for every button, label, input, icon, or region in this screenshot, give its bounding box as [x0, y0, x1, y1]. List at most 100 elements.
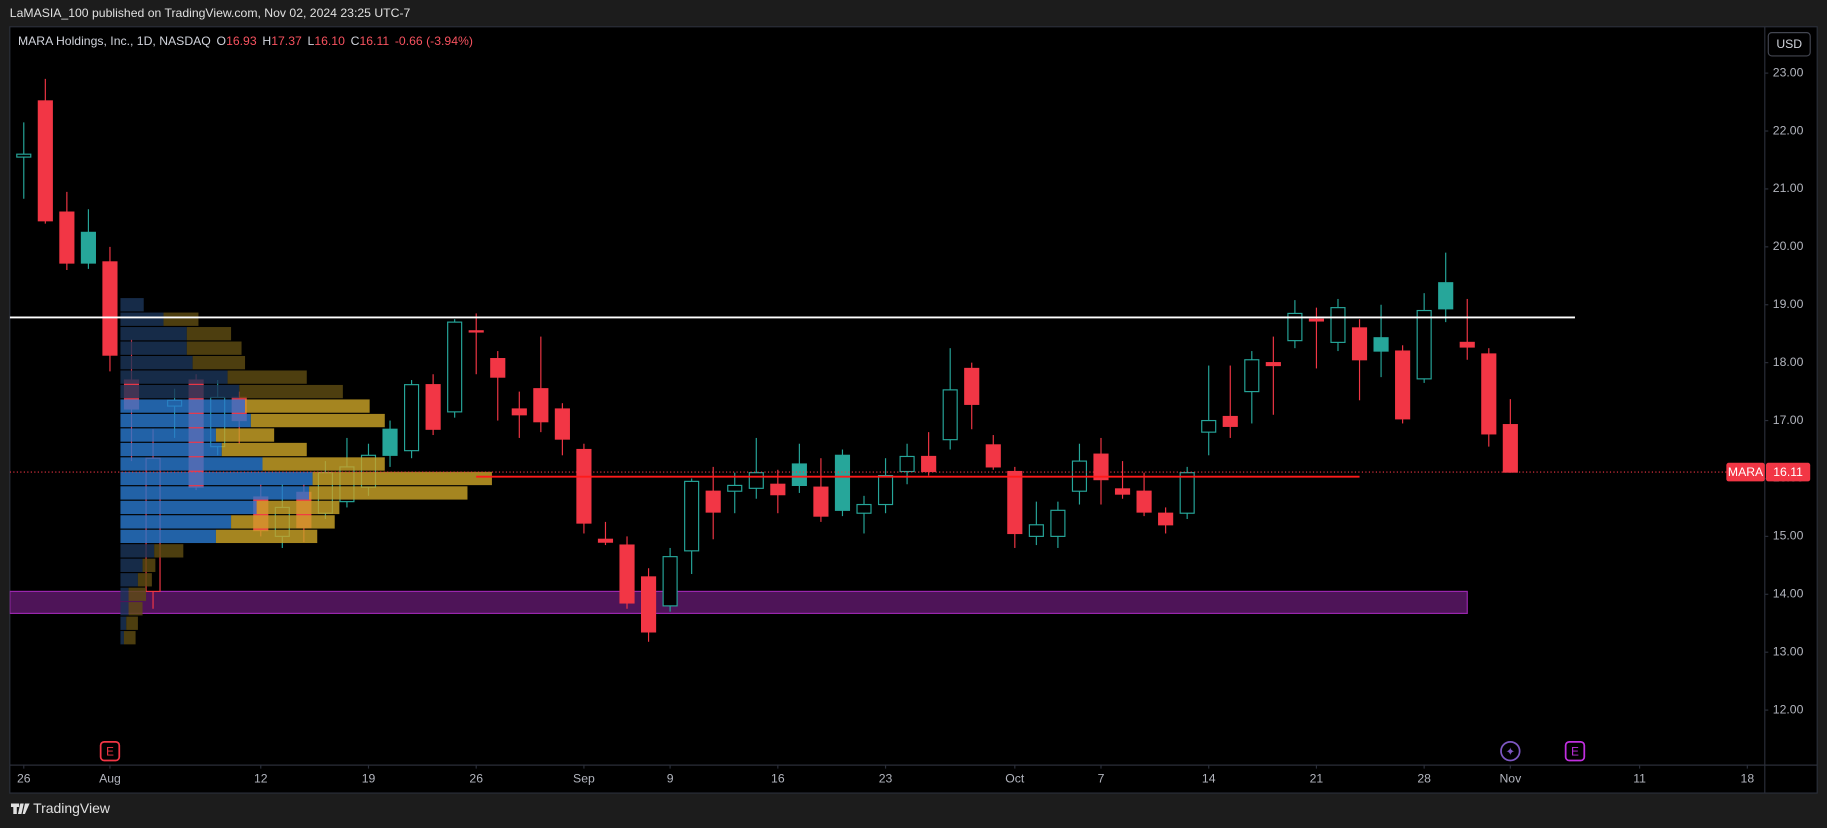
- profile-down: [256, 500, 340, 515]
- candle-body: [1351, 327, 1368, 361]
- profile-down: [309, 486, 468, 500]
- candle-body: [1093, 453, 1109, 481]
- candle-body: [1287, 312, 1303, 342]
- candle-body: [684, 480, 700, 552]
- y-tick-label: 13.00: [1773, 644, 1804, 658]
- candle-body: [425, 384, 441, 430]
- candle-body: [770, 483, 786, 496]
- profile-down: [215, 529, 318, 544]
- y-tick-label: 22.00: [1773, 123, 1804, 137]
- candle-body: [1502, 424, 1518, 473]
- candle-body: [1330, 307, 1346, 343]
- candle-body: [102, 261, 118, 356]
- profile-up: [120, 471, 313, 486]
- x-tick-label: 28: [1417, 771, 1431, 785]
- x-tick-label: Sep: [573, 771, 595, 785]
- candle-body: [80, 231, 96, 264]
- candle-body: [1028, 524, 1044, 537]
- profile-down: [186, 341, 242, 355]
- y-tick-label: 12.00: [1773, 702, 1804, 716]
- candle-body: [1050, 509, 1066, 537]
- profile-up: [120, 341, 187, 355]
- candle-body: [727, 484, 743, 492]
- axes: E✦E12.0013.0014.0015.0016.0017.0018.0019…: [17, 65, 1811, 785]
- profile-up: [120, 399, 246, 413]
- profile-down: [128, 602, 143, 616]
- candle-body: [899, 455, 915, 473]
- profile-up: [120, 327, 187, 341]
- candle-body: [1438, 282, 1454, 310]
- profile-up: [120, 529, 216, 544]
- x-tick-label: 11: [1633, 771, 1646, 785]
- candle-body: [1179, 472, 1195, 514]
- price-label-symbol-bg: [1726, 462, 1765, 482]
- profile-down: [154, 544, 184, 558]
- profile-up: [120, 457, 263, 471]
- candle-body: [1136, 490, 1152, 513]
- candle-body: [511, 408, 527, 416]
- candle-body: [468, 330, 484, 333]
- currency[interactable]: USD: [1776, 37, 1802, 51]
- candle-body: [447, 321, 463, 413]
- x-tick-label: 7: [1098, 771, 1105, 785]
- profile-up: [120, 413, 251, 428]
- candle-body: [1265, 362, 1281, 367]
- x-tick-label: 26: [469, 771, 483, 785]
- profile-up: [120, 602, 129, 616]
- x-tick-label: 14: [1202, 771, 1216, 785]
- plot: [9, 78, 1765, 645]
- legend-change: -0.66 (-3.94%): [395, 34, 473, 48]
- y-tick-label: 20.00: [1773, 239, 1804, 253]
- candle-body: [1158, 512, 1174, 526]
- profile-down: [221, 442, 307, 457]
- candle-body: [662, 556, 678, 607]
- profile-down: [262, 457, 385, 471]
- candle-body: [1222, 415, 1238, 427]
- legend-value: 17.37: [271, 34, 302, 48]
- symbol: MARA Holdings, Inc., 1D, NASDAQ: [18, 34, 211, 48]
- candle-body: [1114, 488, 1131, 495]
- candle-body: [59, 211, 75, 264]
- profile-down: [137, 573, 152, 587]
- event-label: ✦: [1505, 745, 1515, 758]
- candle-body: [985, 444, 1001, 468]
- profile-up: [120, 298, 144, 312]
- candle-body: [1395, 350, 1411, 420]
- candle-body: [404, 384, 420, 452]
- price-label-symbol: MARA: [1728, 465, 1764, 479]
- candle-body: [16, 153, 32, 158]
- candle-body: [813, 486, 829, 517]
- profile-down: [239, 384, 343, 399]
- x-tick-label: 19: [362, 771, 376, 785]
- profile-down: [192, 355, 246, 370]
- x-tick-label: Nov: [1499, 771, 1522, 785]
- event-icon: [1500, 740, 1521, 762]
- candle-body: [748, 472, 764, 489]
- candle-body: [554, 408, 570, 440]
- candle-body: [576, 448, 592, 524]
- candle-body: [877, 474, 894, 506]
- candle-body: [942, 389, 958, 441]
- legend-value: 16.10: [314, 34, 345, 48]
- profile-down: [123, 631, 136, 645]
- y-tick-label: 23.00: [1773, 65, 1804, 79]
- profile-up: [120, 631, 124, 645]
- profile-up: [120, 500, 257, 515]
- profile-down: [186, 327, 232, 341]
- event-label: E: [106, 745, 114, 758]
- candle-body: [640, 576, 657, 633]
- profile-down: [128, 587, 147, 601]
- candle-body: [490, 358, 506, 378]
- candle-body: [1481, 353, 1497, 435]
- candle-body: [856, 503, 872, 514]
- legend-key: O: [217, 34, 227, 48]
- profile-down: [245, 399, 370, 413]
- profile-up: [120, 442, 222, 457]
- currency-button[interactable]: [1767, 32, 1811, 57]
- x-tick-label: 12: [254, 771, 268, 785]
- legend-value: 16.93: [226, 34, 257, 48]
- profile-up: [120, 515, 232, 529]
- profile-down: [231, 515, 335, 529]
- legend-value: 16.11: [359, 34, 389, 48]
- y-tick-label: 14.00: [1773, 587, 1804, 601]
